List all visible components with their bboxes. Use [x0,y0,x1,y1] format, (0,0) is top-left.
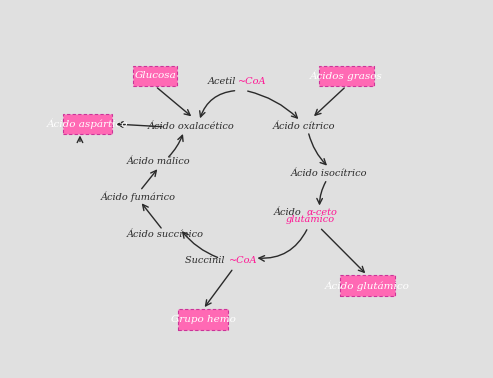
Text: Ácido fumárico: Ácido fumárico [101,192,176,202]
Text: Ácido succínico: Ácido succínico [126,230,203,239]
Text: Ácido oxalacético: Ácido oxalacético [148,122,235,132]
Text: Grupo hemo: Grupo hemo [171,315,236,324]
Text: Acetil: Acetil [208,77,237,86]
FancyBboxPatch shape [133,66,177,86]
Text: Succinil: Succinil [185,256,228,265]
FancyBboxPatch shape [340,275,395,296]
Text: Ácido aspártico: Ácido aspártico [47,119,128,129]
Text: Ácidos grasos: Ácidos grasos [310,71,383,81]
Text: glutámico: glutámico [285,215,335,224]
Text: Ácido glutámico: Ácido glutámico [325,280,410,291]
Text: α-ceto: α-ceto [306,208,337,217]
Text: Ácido cítrico: Ácido cítrico [273,122,336,132]
Text: Ácido isocítrico: Ácido isocítrico [291,169,367,178]
Text: Ácido: Ácido [274,208,305,217]
Text: Glucosa: Glucosa [135,71,176,81]
FancyBboxPatch shape [178,309,228,330]
Text: ~CoA: ~CoA [238,77,267,86]
Text: Ácido málico: Ácido málico [127,157,191,166]
Text: ~CoA: ~CoA [229,256,257,265]
FancyBboxPatch shape [318,66,374,86]
FancyBboxPatch shape [63,114,112,134]
